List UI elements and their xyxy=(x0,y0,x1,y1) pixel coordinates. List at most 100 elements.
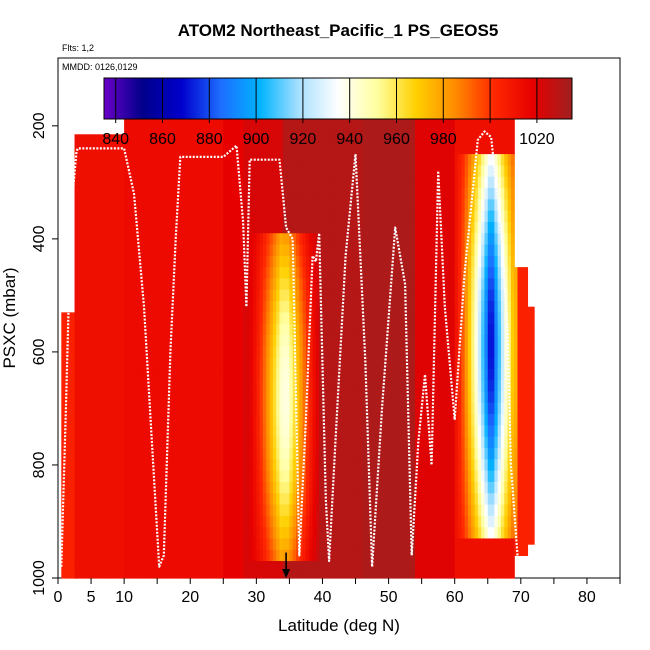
heatmap-cell xyxy=(140,301,145,313)
heatmap-cell xyxy=(243,188,248,200)
heatmap-cell xyxy=(315,244,320,257)
heatmap-cell xyxy=(388,244,393,257)
heatmap-cell xyxy=(120,190,125,203)
heatmap-cell xyxy=(239,346,244,359)
heatmap-cell xyxy=(219,210,224,223)
heatmap-cell xyxy=(87,575,92,579)
heatmap-cell xyxy=(81,236,86,248)
heatmap-cell xyxy=(368,188,373,200)
heatmap-cell xyxy=(322,346,327,359)
heatmap-cell xyxy=(143,244,148,257)
heatmap-cell xyxy=(292,176,297,189)
heatmap-cell xyxy=(253,459,257,472)
heatmap-cell xyxy=(167,221,171,234)
heatmap-cell xyxy=(421,561,426,573)
heatmap-cell xyxy=(428,380,433,393)
heatmap-cell xyxy=(160,504,165,517)
heatmap-cell xyxy=(140,481,145,494)
heatmap-cell xyxy=(206,346,211,359)
heatmap-cell xyxy=(276,414,281,426)
heatmap-cell xyxy=(249,493,254,506)
heatmap-cell xyxy=(332,312,337,325)
heatmap-cell xyxy=(100,281,105,294)
heatmap-cell xyxy=(216,142,221,155)
heatmap-cell xyxy=(398,346,403,359)
heatmap-cell xyxy=(200,425,205,438)
heatmap-cell xyxy=(127,380,132,393)
heatmap-cell xyxy=(233,538,238,551)
heatmap-cell xyxy=(348,357,353,370)
heatmap-cell xyxy=(319,391,324,404)
heatmap-cell xyxy=(147,176,152,189)
heatmap-cell xyxy=(329,504,333,517)
heatmap-cell xyxy=(401,255,406,268)
heatmap-cell xyxy=(378,334,383,347)
heatmap-cell xyxy=(441,459,446,472)
heatmap-cell xyxy=(289,414,294,426)
chart-title: ATOM2 Northeast_Pacific_1 PS_GEOS5 xyxy=(178,21,499,40)
heatmap-cell xyxy=(415,481,419,494)
heatmap-cell xyxy=(150,346,155,359)
heatmap-cell xyxy=(428,504,433,517)
heatmap-cell xyxy=(405,504,410,517)
heatmap-cell xyxy=(441,527,446,540)
heatmap-cell xyxy=(226,210,231,223)
heatmap-cell xyxy=(454,402,459,415)
heatmap-cell xyxy=(444,414,449,426)
heatmap-cell xyxy=(398,538,403,551)
heatmap-cell xyxy=(84,462,89,475)
heatmap-cell xyxy=(206,515,211,528)
heatmap-cell xyxy=(289,199,294,212)
heatmap-cell xyxy=(451,425,456,438)
heatmap-cell xyxy=(114,202,119,215)
heatmap-cell xyxy=(381,448,386,460)
heatmap-cell xyxy=(444,188,449,200)
heatmap-cell xyxy=(448,572,452,579)
heatmap-cell xyxy=(276,131,281,144)
heatmap-cell xyxy=(186,131,191,144)
heatmap-cell xyxy=(438,549,443,562)
heatmap-cell xyxy=(71,470,76,483)
heatmap-cell xyxy=(114,518,119,531)
heatmap-cell xyxy=(418,199,423,212)
heatmap-cell xyxy=(153,572,158,579)
heatmap-cell xyxy=(259,436,264,449)
heatmap-cell xyxy=(368,346,373,359)
heatmap-cell xyxy=(276,165,281,178)
heatmap-cell xyxy=(358,289,363,302)
heatmap-cell xyxy=(233,561,238,573)
heatmap-cell xyxy=(213,334,218,347)
heatmap-cell xyxy=(296,312,300,325)
heatmap-cell xyxy=(391,561,396,573)
heatmap-cell xyxy=(342,312,347,325)
heatmap-cell xyxy=(223,357,228,370)
heatmap-cell xyxy=(216,368,221,381)
heatmap-cell xyxy=(236,357,241,370)
heatmap-cell xyxy=(272,244,277,257)
heatmap-cell xyxy=(332,391,337,404)
heatmap-cell xyxy=(348,572,353,579)
heatmap-cell xyxy=(167,188,171,200)
heatmap-cell xyxy=(170,414,175,426)
heatmap-cell xyxy=(454,312,459,325)
heatmap-cell xyxy=(262,504,267,517)
heatmap-cell xyxy=(352,142,357,155)
heatmap-cell xyxy=(428,572,433,579)
heatmap-cell xyxy=(444,165,449,178)
heatmap-cell xyxy=(107,541,112,554)
heatmap-cell xyxy=(246,323,251,336)
heatmap-cell xyxy=(362,391,367,404)
heatmap-cell xyxy=(107,416,112,429)
heatmap-cell xyxy=(408,357,413,370)
heatmap-cell xyxy=(243,538,248,551)
heatmap-cell xyxy=(180,165,185,178)
heatmap-cell xyxy=(114,337,119,350)
heatmap-cell xyxy=(253,176,257,189)
heatmap-cell xyxy=(137,425,142,438)
heatmap-cell xyxy=(81,473,86,486)
heatmap-cell xyxy=(124,301,129,313)
heatmap-cell xyxy=(107,179,112,192)
heatmap-cell xyxy=(74,281,79,294)
heatmap-cell xyxy=(259,448,264,460)
heatmap-cell xyxy=(428,481,433,494)
